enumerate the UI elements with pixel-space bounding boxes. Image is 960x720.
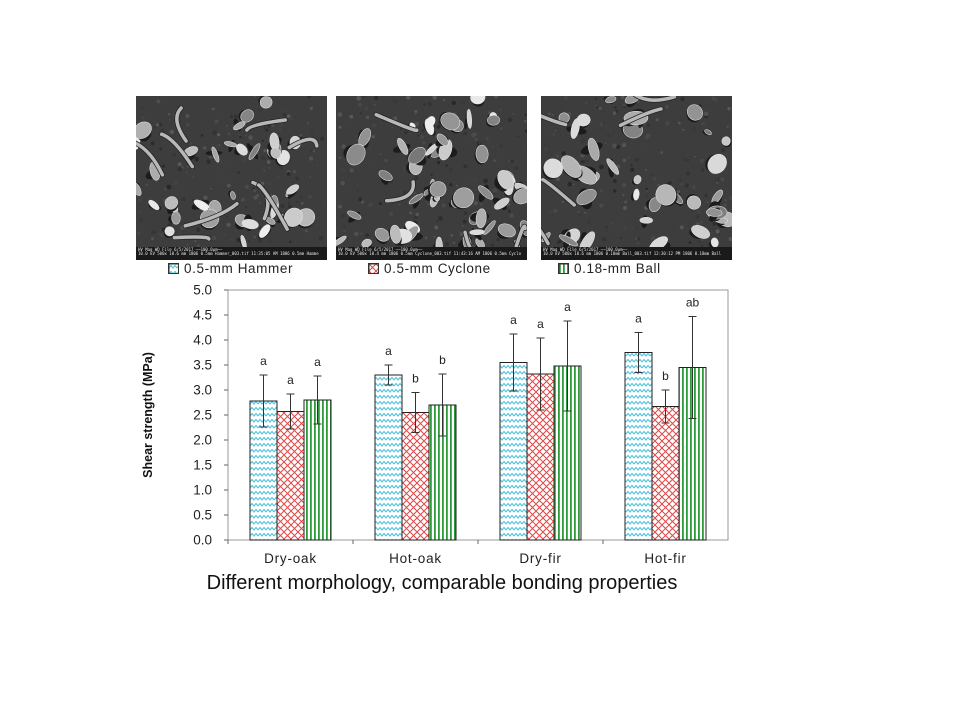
legend-item-cyclone: 0.5-mm Cyclone bbox=[368, 260, 491, 276]
sem-info-line: 10.0 kV 500x 10.4 mm 1806 0.5mm Cyclone_… bbox=[338, 251, 522, 257]
sem-info-line: 10.0 kV 500x 10.6 mm 1806 0.18mm Ball_00… bbox=[543, 251, 722, 257]
x-axis: Dry-oak Hot-oak Dry-fir Hot-fir bbox=[227, 540, 686, 566]
y-tick-label: 0.0 bbox=[193, 533, 212, 548]
legend-label: 0.5-mm Cyclone bbox=[384, 260, 491, 276]
x-tick-label: Hot-oak bbox=[389, 551, 442, 566]
legend-label: 0.5-mm Hammer bbox=[184, 260, 294, 276]
legend-item-ball: 0.18-mm Ball bbox=[558, 260, 661, 276]
chart-legend: 0.5-mm Hammer 0.5-mm Cyclone 0.18-mm Bal… bbox=[168, 260, 728, 276]
y-tick-label: 4.5 bbox=[193, 308, 212, 323]
bar bbox=[624, 352, 653, 541]
slide-caption: Different morphology, comparable bonding… bbox=[206, 572, 678, 594]
shear-strength-bar-chart: 0.00.51.01.52.02.53.03.54.04.55.0 aaa aa b… bbox=[141, 283, 729, 566]
significance-letter: a bbox=[635, 312, 642, 326]
significance-letter: a bbox=[287, 373, 294, 387]
x-tick-label: Dry-fir bbox=[519, 551, 561, 566]
y-tick-label: 1.5 bbox=[193, 458, 212, 473]
significance-letter: a bbox=[260, 354, 267, 368]
y-tick-label: 3.5 bbox=[193, 358, 212, 373]
significance-letter: a bbox=[564, 300, 571, 314]
sem-info-line: HV Mag WD File 6/5/2017 ──100.0µm── bbox=[138, 247, 223, 252]
legend-item-hammer: 0.5-mm Hammer bbox=[168, 260, 293, 276]
y-tick-label: 2.0 bbox=[193, 433, 212, 448]
y-tick-label: 3.0 bbox=[193, 383, 212, 398]
x-tick-label: Hot-fir bbox=[644, 551, 686, 566]
bar bbox=[374, 374, 403, 541]
sem-info-line: HV Mag WD File 6/5/2017 ──100.0µm── bbox=[543, 247, 628, 252]
y-tick-label: 0.5 bbox=[193, 508, 212, 523]
legend-swatch-ball bbox=[558, 262, 569, 274]
y-tick-label: 1.0 bbox=[193, 483, 212, 498]
y-axis-label: Shear strength (MPa) bbox=[141, 352, 155, 478]
legend-label: 0.18-mm Ball bbox=[574, 260, 661, 276]
significance-letter: b bbox=[439, 353, 446, 367]
sem-info-bar: HV Mag WD File 6/5/2017 ──100.0µm── 10.0… bbox=[136, 247, 327, 260]
bar bbox=[651, 406, 680, 541]
legend-swatch-hammer bbox=[168, 262, 179, 274]
y-tick-label: 5.0 bbox=[193, 283, 212, 298]
significance-letter: a bbox=[510, 313, 517, 327]
x-tick-label: Dry-oak bbox=[264, 551, 317, 566]
significance-letter: b bbox=[412, 372, 419, 386]
significance-letter: a bbox=[314, 355, 321, 369]
sem-image-cyclone: HV Mag WD File 6/5/2017 ──100.0µm── 10.0… bbox=[336, 96, 527, 260]
y-tick-label: 2.5 bbox=[193, 408, 212, 423]
bar bbox=[499, 362, 528, 541]
bar bbox=[401, 412, 430, 541]
significance-letter: a bbox=[537, 317, 544, 331]
y-tick-label: 4.0 bbox=[193, 333, 212, 348]
sem-image-ball: HV Mag WD File 6/5/2017 ──100.0µm── 10.0… bbox=[541, 96, 732, 260]
sem-info-line: HV Mag WD File 6/5/2017 ──100.0µm── bbox=[338, 247, 423, 252]
bar bbox=[276, 411, 305, 541]
sem-info-line: 10.0 kV 500x 10.6 mm 1806 0.5mm Hammer_0… bbox=[138, 251, 319, 257]
sem-image-hammer: HV Mag WD File 6/5/2017 ──100.0µm── 10.0… bbox=[136, 96, 327, 260]
significance-letter: a bbox=[385, 344, 392, 358]
sem-info-bar: HV Mag WD File 6/5/2017 ──100.0µm── 10.0… bbox=[541, 247, 732, 260]
significance-letter: b bbox=[662, 369, 669, 383]
y-axis: 0.0 0.5 1.0 1.5 2.0 2.5 3.0 3.5 4.0 4.5 5.0 bbox=[193, 283, 228, 548]
significance-letter: ab bbox=[686, 296, 700, 310]
sem-info-bar: HV Mag WD File 6/5/2017 ──100.0µm── 10.0… bbox=[336, 247, 527, 260]
legend-swatch-cyclone bbox=[368, 262, 379, 274]
